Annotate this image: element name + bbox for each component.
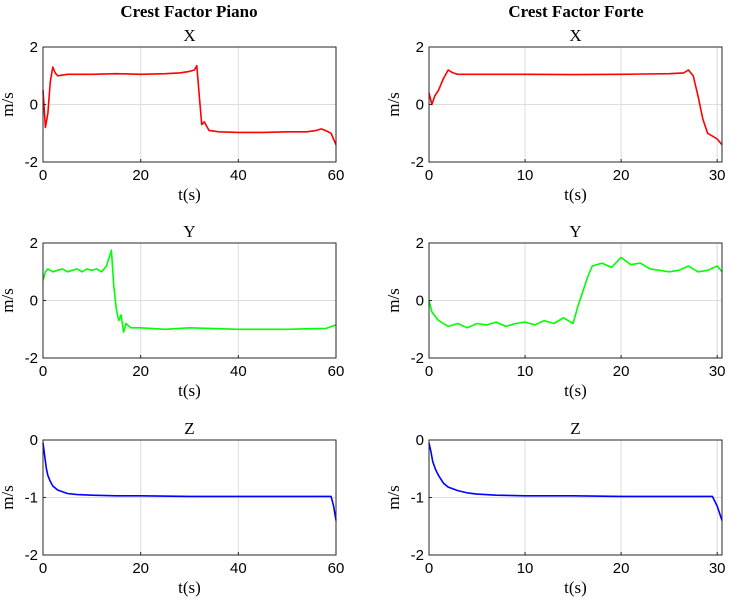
data-line <box>42 64 337 146</box>
x-axis-label: t(s) <box>564 185 587 204</box>
column-title-piano: Crest Factor Piano <box>120 2 257 21</box>
y-axis-label: m/s <box>0 288 17 313</box>
data-line <box>428 442 723 521</box>
y-tick-label: 2 <box>30 39 38 56</box>
y-tick-label: 0 <box>416 293 424 310</box>
subplot-title: X <box>183 26 195 45</box>
x-axis-label: t(s) <box>178 381 201 400</box>
x-tick-label: 20 <box>613 560 630 577</box>
data-line <box>42 249 337 333</box>
x-tick-label: 60 <box>328 560 345 577</box>
y-tick-label: 0 <box>30 97 38 114</box>
x-axis-label: t(s) <box>564 578 587 597</box>
data-line <box>428 256 723 329</box>
y-tick-label: -2 <box>25 350 38 367</box>
y-tick-label: -1 <box>25 490 38 507</box>
data-line <box>42 442 337 521</box>
x-axis-label: t(s) <box>178 185 201 204</box>
x-tick-label: 10 <box>517 363 534 380</box>
x-tick-label: 30 <box>709 560 726 577</box>
y-axis-label: m/s <box>384 92 403 117</box>
y-tick-label: 0 <box>416 432 424 449</box>
x-tick-label: 40 <box>230 363 247 380</box>
subplot-title: X <box>569 26 581 45</box>
y-axis-label: m/s <box>0 92 17 117</box>
y-tick-label: 0 <box>30 293 38 310</box>
subplot-5: 0 20 40 60 -2 -1 0 Zt(s) m/s <box>0 419 344 597</box>
x-tick-label: 20 <box>132 167 149 184</box>
x-tick-label: 0 <box>425 167 433 184</box>
data-line <box>428 69 723 146</box>
x-tick-label: 20 <box>132 363 149 380</box>
x-tick-label: 20 <box>613 167 630 184</box>
subplot-6: 0 10 20 30 -2 -1 0 Zt(s) m/s <box>384 419 726 597</box>
y-tick-label: 0 <box>416 97 424 114</box>
x-tick-label: 40 <box>230 167 247 184</box>
subplot-title: Z <box>184 419 194 438</box>
y-tick-label: -2 <box>411 350 424 367</box>
y-axis-label: m/s <box>0 485 17 510</box>
x-tick-label: 30 <box>709 363 726 380</box>
x-tick-label: 0 <box>425 363 433 380</box>
y-axis-label: m/s <box>384 288 403 313</box>
x-tick-label: 0 <box>39 363 47 380</box>
x-tick-label: 30 <box>709 167 726 184</box>
x-tick-label: 60 <box>328 167 345 184</box>
y-tick-label: -2 <box>25 547 38 564</box>
y-tick-label: 0 <box>30 432 38 449</box>
x-tick-label: 60 <box>328 363 345 380</box>
x-tick-label: 20 <box>132 560 149 577</box>
subplot-title: Y <box>183 222 195 241</box>
x-tick-label: 0 <box>39 167 47 184</box>
y-axis-label: m/s <box>384 485 403 510</box>
x-tick-label: 40 <box>230 560 247 577</box>
subplot-title: Y <box>569 222 581 241</box>
y-tick-label: 2 <box>30 235 38 252</box>
y-tick-label: -2 <box>411 154 424 171</box>
x-axis-label: t(s) <box>564 381 587 400</box>
x-tick-label: 20 <box>613 363 630 380</box>
x-tick-label: 10 <box>517 167 534 184</box>
x-tick-label: 10 <box>517 560 534 577</box>
x-axis-label: t(s) <box>178 578 201 597</box>
subplot-title: Z <box>570 419 580 438</box>
y-tick-label: 2 <box>416 39 424 56</box>
column-title-forte: Crest Factor Forte <box>508 2 644 21</box>
y-tick-label: -2 <box>25 154 38 171</box>
x-tick-label: 0 <box>39 560 47 577</box>
x-tick-label: 0 <box>425 560 433 577</box>
y-tick-label: -2 <box>411 547 424 564</box>
y-tick-label: -1 <box>411 490 424 507</box>
y-tick-label: 2 <box>416 235 424 252</box>
